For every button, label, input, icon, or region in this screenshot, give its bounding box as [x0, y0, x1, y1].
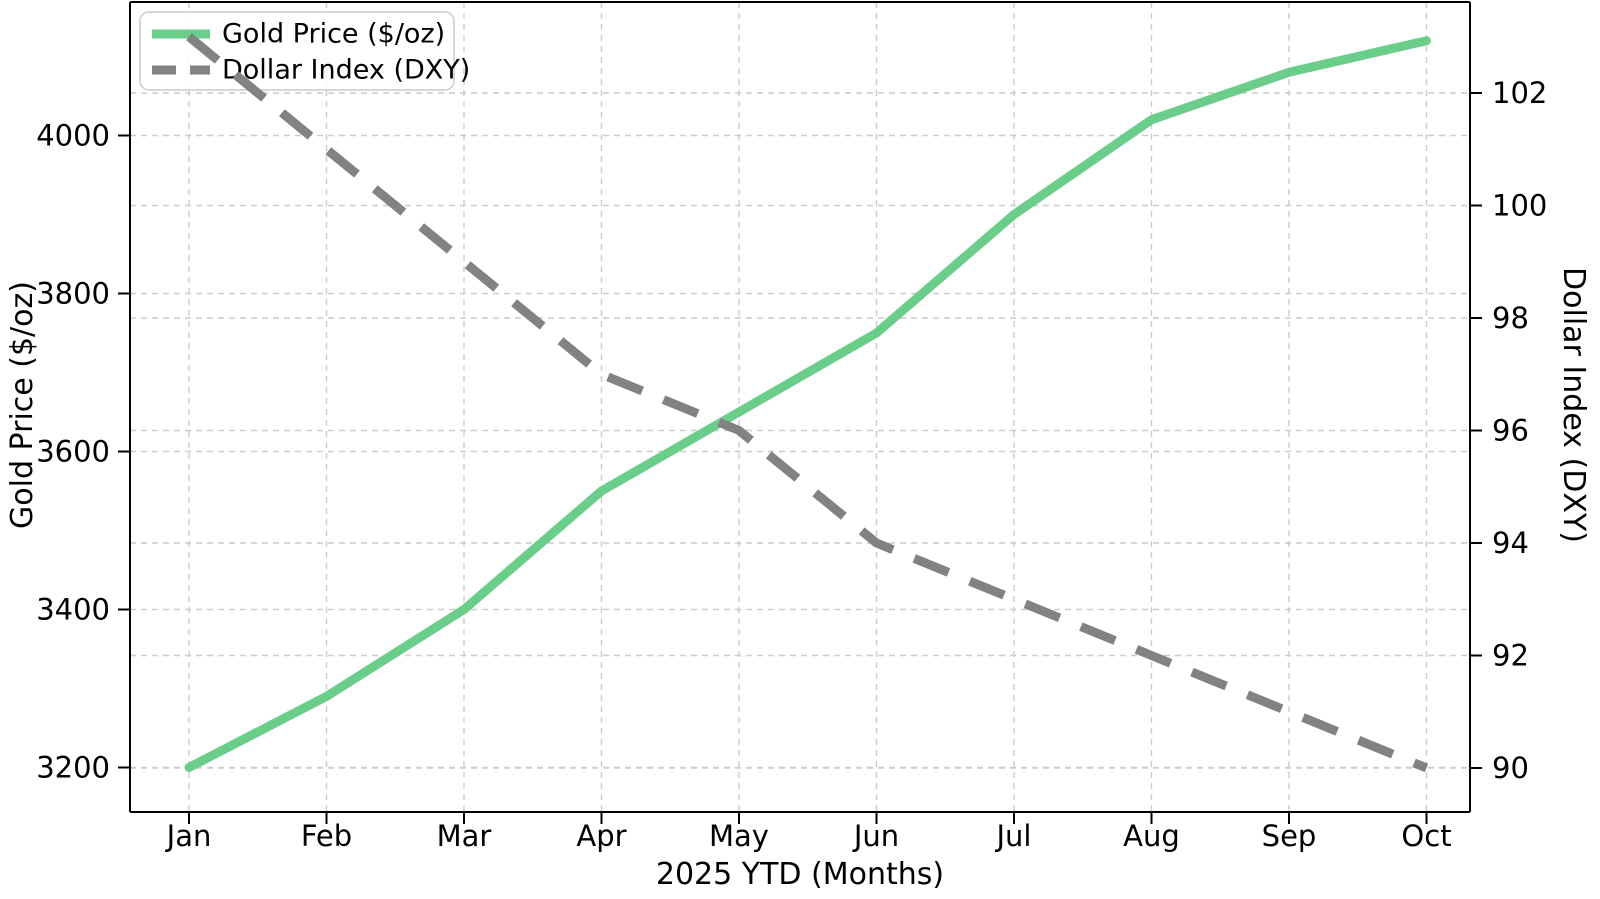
legend-gold-label: Gold Price ($/oz)	[222, 19, 445, 50]
month-tick-label: Mar	[437, 819, 492, 853]
right-tick-label: 90	[1492, 751, 1529, 785]
left-tick-label: 3200	[36, 751, 110, 785]
month-tick-label: Jun	[852, 819, 899, 853]
left-tick-label: 3400	[36, 593, 110, 627]
month-tick-label: Jan	[165, 819, 212, 853]
month-tick-label: Sep	[1262, 819, 1317, 853]
right-tick-label: 98	[1492, 301, 1529, 335]
axes: 3200 3400 3600 3800 4000 90 92 94 96 98 100 102 Jan F…	[36, 1, 1547, 853]
left-tick-label: 4000	[36, 119, 110, 153]
month-tick-label: Oct	[1401, 819, 1451, 853]
legend-dxy-label: Dollar Index (DXY)	[222, 55, 470, 86]
month-tick-label: May	[709, 819, 769, 853]
legend: Gold Price ($/oz) Dollar Index (DXY)	[139, 11, 470, 91]
month-tick-label: Aug	[1123, 819, 1180, 853]
month-tick-label: Jul	[995, 819, 1032, 853]
right-tick-label: 96	[1492, 414, 1529, 448]
x-axis-title: 2025 YTD (Months)	[656, 857, 944, 892]
gridlines	[130, 2, 1470, 812]
right-tick-label: 92	[1492, 639, 1529, 673]
left-tick-label: 3600	[36, 435, 110, 469]
month-tick-label: Feb	[301, 819, 352, 853]
month-tick-label: Apr	[576, 819, 626, 853]
dollar-index-line	[186, 33, 1429, 773]
right-tick-label: 100	[1492, 189, 1547, 223]
left-tick-label: 3800	[36, 277, 110, 311]
right-tick-label: 102	[1492, 76, 1547, 110]
right-tick-label: 94	[1492, 526, 1529, 560]
gold-price-line	[184, 36, 1431, 772]
legend-box	[139, 11, 455, 91]
right-axis-title: Dollar Index (DXY)	[1556, 267, 1591, 543]
left-axis-title: Gold Price ($/oz)	[5, 281, 40, 529]
